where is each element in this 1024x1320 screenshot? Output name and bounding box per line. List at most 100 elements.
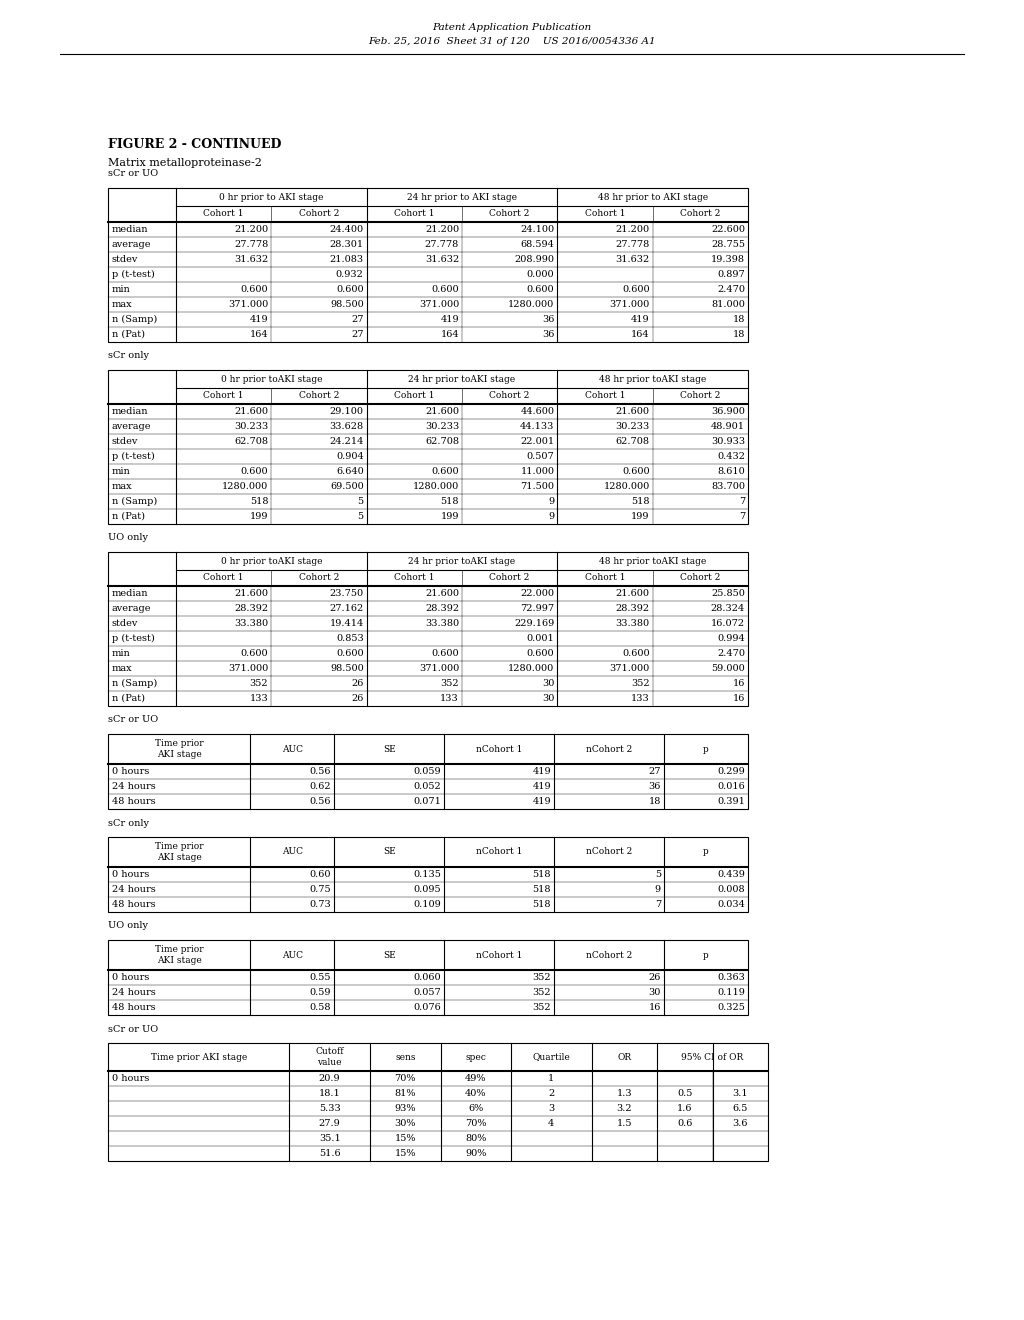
Text: 33.380: 33.380: [425, 619, 459, 628]
Text: 22.000: 22.000: [520, 589, 554, 598]
Text: 35.1: 35.1: [318, 1134, 341, 1143]
Text: 21.200: 21.200: [615, 224, 649, 234]
Text: 18.1: 18.1: [318, 1089, 341, 1098]
Text: Cohort 1: Cohort 1: [394, 210, 434, 219]
Text: 0.034: 0.034: [717, 900, 745, 909]
Text: OR: OR: [617, 1052, 632, 1061]
Text: 164: 164: [440, 330, 459, 339]
Bar: [108, 940, 748, 1015]
Text: 21.200: 21.200: [425, 224, 459, 234]
Text: 51.6: 51.6: [318, 1148, 341, 1158]
Text: 0 hours: 0 hours: [112, 973, 150, 982]
Text: 62.708: 62.708: [234, 437, 268, 446]
Text: 48 hr prior toAKI stage: 48 hr prior toAKI stage: [599, 375, 707, 384]
Text: average: average: [112, 240, 152, 249]
Text: 62.708: 62.708: [615, 437, 649, 446]
Text: 3: 3: [548, 1104, 554, 1113]
Text: 7: 7: [654, 900, 660, 909]
Text: 29.100: 29.100: [330, 407, 364, 416]
Text: 0.060: 0.060: [414, 973, 441, 982]
Text: 69.500: 69.500: [330, 482, 364, 491]
Text: Cutoff
value: Cutoff value: [315, 1047, 344, 1067]
Text: 0.325: 0.325: [717, 1003, 745, 1012]
Text: 0.600: 0.600: [241, 467, 268, 477]
Text: 6.5: 6.5: [732, 1104, 748, 1113]
Text: 0.56: 0.56: [310, 797, 331, 807]
Text: 36: 36: [542, 330, 554, 339]
Text: Cohort 2: Cohort 2: [299, 210, 339, 219]
Text: 0.932: 0.932: [336, 271, 364, 279]
Text: Cohort 1: Cohort 1: [394, 573, 434, 582]
Text: 1280.000: 1280.000: [603, 482, 649, 491]
Text: Cohort 1: Cohort 1: [585, 573, 626, 582]
Text: 71.500: 71.500: [520, 482, 554, 491]
Text: 31.632: 31.632: [425, 255, 459, 264]
Text: sCr or UO: sCr or UO: [108, 715, 158, 725]
Text: 81.000: 81.000: [711, 300, 745, 309]
Text: 0.600: 0.600: [431, 649, 459, 657]
Text: n (Samp): n (Samp): [112, 315, 158, 325]
Text: nCohort 1: nCohort 1: [476, 744, 522, 754]
Text: 0.600: 0.600: [241, 649, 268, 657]
Text: 199: 199: [250, 512, 268, 521]
Text: median: median: [112, 224, 148, 234]
Text: Cohort 1: Cohort 1: [585, 392, 626, 400]
Text: 30.233: 30.233: [234, 422, 268, 432]
Text: 0.59: 0.59: [310, 987, 331, 997]
Text: 1: 1: [548, 1074, 554, 1082]
Text: p (t-test): p (t-test): [112, 269, 155, 279]
Text: 24.100: 24.100: [520, 224, 554, 234]
Text: 0.56: 0.56: [310, 767, 331, 776]
Text: Cohort 2: Cohort 2: [680, 210, 721, 219]
Text: 371.000: 371.000: [609, 300, 649, 309]
Text: 70%: 70%: [394, 1074, 416, 1082]
Text: n (Samp): n (Samp): [112, 678, 158, 688]
Text: sCr or UO: sCr or UO: [108, 1024, 158, 1034]
Text: 0.600: 0.600: [526, 649, 554, 657]
Text: 0.600: 0.600: [622, 649, 649, 657]
Text: 3.1: 3.1: [732, 1089, 749, 1098]
Text: 3.6: 3.6: [732, 1119, 749, 1129]
Text: 2: 2: [548, 1089, 554, 1098]
Text: 518: 518: [440, 498, 459, 506]
Text: 31.632: 31.632: [615, 255, 649, 264]
Text: 1.5: 1.5: [616, 1119, 632, 1129]
Text: 48 hr prior to AKI stage: 48 hr prior to AKI stage: [598, 193, 708, 202]
Text: 0.600: 0.600: [431, 285, 459, 294]
Text: 0 hr prior to AKI stage: 0 hr prior to AKI stage: [219, 193, 324, 202]
Text: 208.990: 208.990: [514, 255, 554, 264]
Text: 7: 7: [738, 512, 745, 521]
Text: 371.000: 371.000: [228, 300, 268, 309]
Text: 371.000: 371.000: [228, 664, 268, 673]
Text: 48 hours: 48 hours: [112, 900, 156, 909]
Text: 518: 518: [532, 900, 551, 909]
Text: 19.398: 19.398: [711, 255, 745, 264]
Text: 3.2: 3.2: [616, 1104, 632, 1113]
Text: 15%: 15%: [394, 1148, 416, 1158]
Text: 4: 4: [548, 1119, 554, 1129]
Text: 199: 199: [440, 512, 459, 521]
Text: 229.169: 229.169: [514, 619, 554, 628]
Text: 93%: 93%: [394, 1104, 416, 1113]
Text: 30.233: 30.233: [615, 422, 649, 432]
Text: SE: SE: [383, 744, 395, 754]
Text: n (Pat): n (Pat): [112, 694, 145, 704]
Text: 0.119: 0.119: [717, 987, 745, 997]
Text: max: max: [112, 300, 133, 309]
Text: Cohort 2: Cohort 2: [680, 573, 721, 582]
Text: 352: 352: [532, 1003, 551, 1012]
Text: Cohort 1: Cohort 1: [394, 392, 434, 400]
Text: average: average: [112, 605, 152, 612]
Text: 0.109: 0.109: [414, 900, 441, 909]
Text: 9: 9: [654, 884, 660, 894]
Text: AUC: AUC: [282, 950, 303, 960]
Text: 5: 5: [357, 498, 364, 506]
Text: 90%: 90%: [465, 1148, 486, 1158]
Text: 21.600: 21.600: [615, 589, 649, 598]
Text: 0.001: 0.001: [526, 634, 554, 643]
Text: 371.000: 371.000: [419, 300, 459, 309]
Text: 16: 16: [732, 694, 745, 704]
Text: 95% CI of OR: 95% CI of OR: [681, 1052, 743, 1061]
Text: 24.400: 24.400: [330, 224, 364, 234]
Text: UO only: UO only: [108, 533, 148, 543]
